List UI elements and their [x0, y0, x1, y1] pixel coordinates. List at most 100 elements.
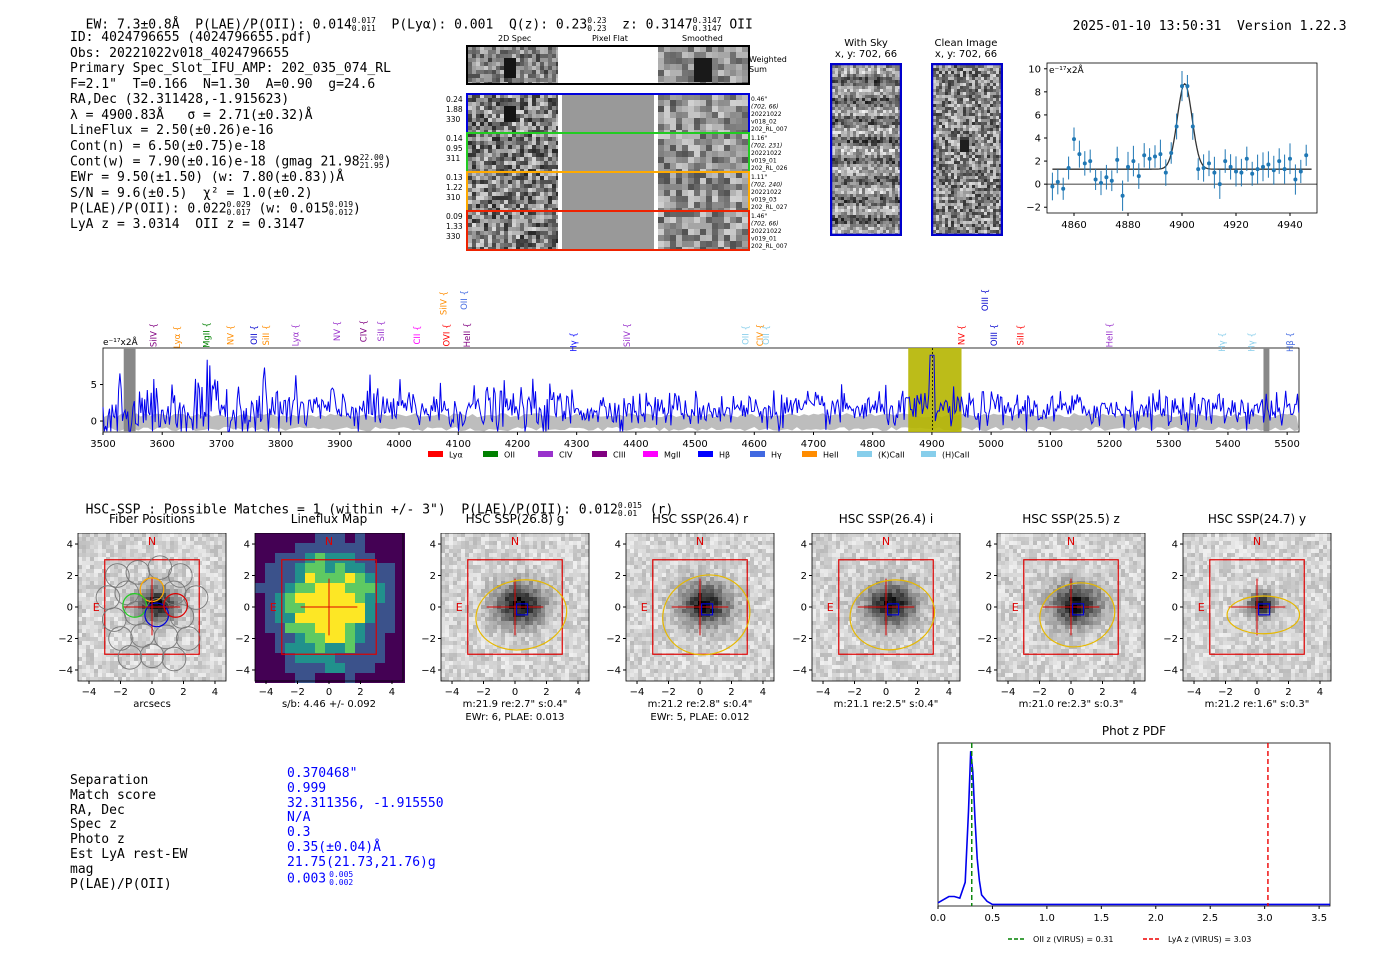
- match-box: [701, 603, 714, 616]
- hsc-panel-caption: arcsecs: [133, 699, 171, 710]
- hsc-x-tick-label: −4: [1186, 687, 1202, 698]
- spectrum-legend-label: Lyα: [449, 451, 463, 460]
- north-label: N: [696, 535, 704, 548]
- info-sn: S/N = 9.6(±0.5) χ² = 1.0(±0.2): [70, 185, 313, 201]
- hsc-y-tick-label: 0: [801, 603, 807, 614]
- zoom-data-point: [1169, 151, 1174, 155]
- with-sky-pixels: [832, 65, 900, 234]
- spectrum-x-tick-label: 4000: [386, 439, 411, 450]
- photz-title: Phot z PDF: [1101, 724, 1167, 738]
- spectrum-legend-swatch: [592, 451, 607, 457]
- spectrum-line-label: Hβ {: [1286, 332, 1296, 352]
- spectrum-legend-swatch: [921, 451, 936, 457]
- zoom-data-point: [1153, 154, 1157, 159]
- aperture-ellipse: [1039, 582, 1116, 648]
- north-label: N: [148, 535, 156, 548]
- hsc-panel-title: Fiber Positions: [108, 512, 196, 526]
- hsc-cutout-pixels: [78, 533, 226, 681]
- match-label: Separation: [70, 773, 149, 788]
- zoom-y-label: e⁻¹⁷x2Å: [1049, 64, 1085, 76]
- cutout-row-left-label: 330: [446, 232, 461, 241]
- spectrum-x-tick-label: 3800: [268, 439, 293, 450]
- cutout-row-right-label: 202_RL_007: [751, 243, 788, 250]
- spectrum-x-tick-label: 4200: [505, 439, 530, 450]
- photz-x-tick-label: 2.5: [1202, 913, 1218, 924]
- photz-x-tick-label: 3.0: [1257, 913, 1273, 924]
- info-plae-label: P(LAE)/P(OII): 0.022: [70, 201, 227, 217]
- hsc-x-tick-label: −2: [113, 687, 128, 698]
- hsc-y-tick-label: 2: [1172, 571, 1178, 582]
- hsc-x-tick-labels: −4 −2 0 2 4: [626, 687, 774, 701]
- hsc-y-tick-label: −2: [977, 634, 992, 645]
- zoom-data-point: [1093, 177, 1098, 182]
- spectrum-line-label: CIV {: [756, 324, 766, 346]
- cutout-row-gap2: [654, 94, 658, 133]
- match-value: 0.3: [287, 825, 311, 841]
- spectrum-line-label: CII {: [413, 325, 423, 344]
- east-label: E: [456, 601, 463, 614]
- north-label: N: [1253, 535, 1261, 548]
- hsc-y-tick-label: −4: [792, 665, 807, 676]
- hsc-x-tick-labels: −4 −2 0 2 4: [78, 687, 226, 701]
- spectrum-x-tick-label: 4600: [742, 439, 767, 450]
- hsc-x-tick-label: 4: [574, 687, 582, 698]
- hsc-y-tick-label: 0: [615, 603, 621, 614]
- match-label: RA, Dec: [70, 802, 125, 818]
- spectrum-x-tick-label: 5300: [1156, 439, 1181, 450]
- hsc-x-tick-labels: −4 −2 0 2 4: [1183, 687, 1331, 701]
- spectrum-x-tick-label: 4900: [919, 439, 944, 450]
- cutout-row-right-label: (702, 240): [751, 182, 782, 189]
- cutout-row-left-label: 1.88: [446, 105, 463, 114]
- match-labels: Separation Match score RA, Dec Spec z Photo …: [70, 773, 187, 892]
- cutout-row-right-label: (702, 66): [751, 221, 779, 228]
- north-label: N: [1067, 535, 1075, 548]
- cutout-row-smoothed: [658, 211, 748, 250]
- hsc-x-tick-label: 0: [696, 687, 704, 698]
- hsc-panel-title: Lineflux Map: [290, 512, 368, 526]
- hsc-y-tick-label: 0: [986, 603, 992, 614]
- weighted-sum-line2: Sum: [749, 65, 767, 74]
- photz-x-tick-label: 0.5: [984, 913, 1000, 924]
- info-contw-label: Cont(w) = 7.90(±0.16)e-18 (gmag 21.98: [70, 154, 360, 170]
- spectrum-line-label: MgII {: [203, 322, 213, 348]
- clean-image-coords: x, y: 702, 66: [934, 49, 998, 60]
- hsc-panel-image: N E 4 2 0 −2 −4: [58, 533, 227, 684]
- spectrum-legend-label: Hγ: [771, 451, 782, 460]
- info-lambda: λ = 4900.83Å σ = 2.71(±0.32)Å: [70, 107, 313, 123]
- hsc-x-tick-label: −4: [81, 687, 97, 698]
- cutout-row-left-label: 0.13: [446, 173, 463, 182]
- hsc-x-tick-labels: −4 −2 0 2 4: [441, 687, 589, 701]
- match-box: [887, 603, 900, 616]
- cutout-col-smoothed: Smoothed: [682, 34, 723, 43]
- info-plae-w-sub: 0.012: [328, 208, 354, 217]
- cutout-row-right-label: v019_01: [751, 158, 777, 165]
- match-value: 32.311356, -1.915550: [287, 795, 444, 811]
- spectrum-line-label: Lyα {: [291, 324, 301, 347]
- photz-x-tick-label: 1.0: [1039, 913, 1055, 924]
- zoom-x-tick-label: 4920: [1223, 220, 1248, 231]
- spectrum-line-label: HeII {: [463, 323, 473, 348]
- hsc-y-tick-label: −2: [1163, 634, 1178, 645]
- zoom-data-point: [1277, 159, 1282, 164]
- zoom-data-point: [1304, 153, 1309, 158]
- cutout-row-gap: [558, 172, 562, 211]
- info-fit: F=2.1" T=0.166 N=1.30 A=0.90 g=24.6: [70, 76, 376, 92]
- search-region-box: [467, 559, 563, 655]
- hsc-x-tick-label: −4: [444, 687, 460, 698]
- spectrum-legend-swatch: [538, 451, 553, 457]
- info-plae-end: ): [353, 201, 361, 217]
- match-label: mag: [70, 861, 94, 877]
- info-contw-sup: 22.00: [359, 153, 384, 162]
- hsc-x-tick-label: −2: [1032, 687, 1047, 698]
- with-sky-coords: x, y: 702, 66: [834, 49, 898, 60]
- info-radec: RA,Dec (32.311428,-1.915623): [70, 92, 290, 107]
- photz-x-tick-label: 0.0: [930, 913, 946, 924]
- spectrum-line-label: NV {: [226, 325, 236, 345]
- hsc-x-tick-label: 2: [357, 687, 364, 698]
- spectrum-legend-swatch: [750, 451, 765, 457]
- hsc-header-sup: 0.015: [617, 501, 642, 510]
- hsc-y-tick-label: 2: [801, 571, 807, 582]
- spectrum-line-label: SiIV {: [439, 291, 449, 315]
- hsc-y-tick-label: −2: [235, 634, 250, 645]
- spectrum-legend-swatch: [483, 451, 498, 457]
